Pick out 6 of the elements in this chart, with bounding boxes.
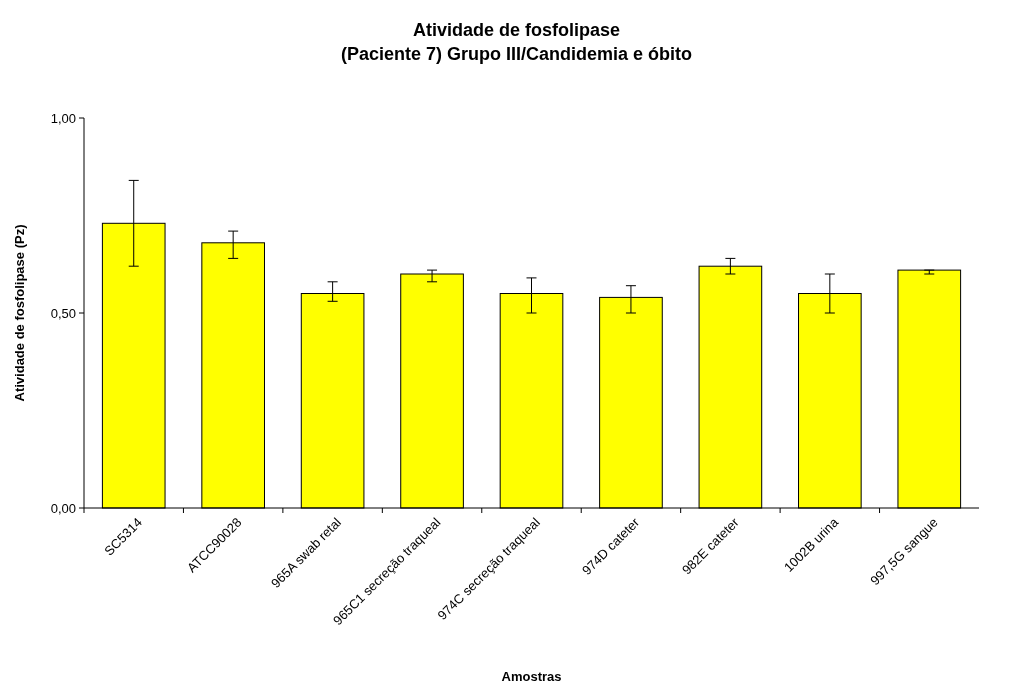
y-tick-label: 0,00: [50, 500, 76, 516]
x-axis-title: Amostras: [501, 669, 562, 684]
chart-title: Atividade de fosfolipase (Paciente 7) Grupo III/Candidemia e óbito: [340, 20, 693, 64]
y-tick-label: 0,50: [50, 305, 76, 321]
y-axis-title: Atividade de fosfolipase (Pz): [12, 224, 27, 402]
y-tick-label: 1,00: [50, 110, 76, 126]
